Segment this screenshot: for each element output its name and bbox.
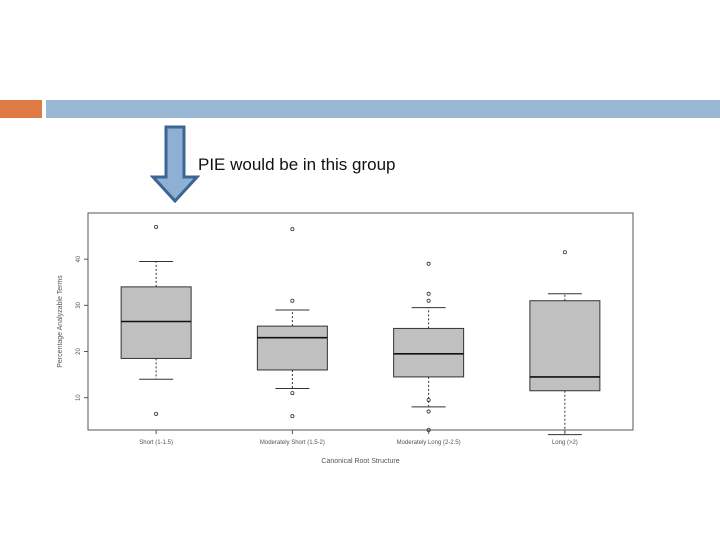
outlier-point bbox=[426, 397, 431, 402]
boxplot-series bbox=[120, 224, 601, 436]
x-axis: Short (1-1.5) Moderately Short (1.5-2) Mod… bbox=[139, 430, 578, 446]
x-tick-label: Moderately Short (1.5-2) bbox=[260, 440, 325, 446]
outlier-point bbox=[426, 298, 431, 303]
accent-bar-orange bbox=[0, 100, 42, 118]
box bbox=[120, 286, 192, 359]
plot-frame bbox=[87, 212, 634, 431]
box bbox=[529, 300, 601, 392]
y-tick-label: 30 bbox=[76, 301, 82, 308]
y-axis-label: Percentage Analyzable Terms bbox=[57, 275, 64, 368]
outlier-point bbox=[426, 261, 431, 266]
outlier-point bbox=[562, 250, 567, 255]
box bbox=[256, 325, 328, 371]
down-arrow-icon bbox=[150, 125, 200, 203]
outlier-point bbox=[154, 411, 159, 416]
y-tick-label: 10 bbox=[76, 394, 82, 401]
x-axis-label: Canonical Root Structure bbox=[321, 458, 399, 465]
x-tick-label: Moderately Long (2-2.5) bbox=[397, 440, 461, 446]
outlier-point bbox=[290, 391, 295, 396]
boxplot-chart: 10 20 30 40 Short (1-1.5) Moderately Short (… bbox=[57, 212, 634, 465]
accent-bar-blue bbox=[46, 100, 720, 118]
outlier-point bbox=[426, 409, 431, 414]
outlier-point bbox=[290, 227, 295, 232]
y-tick-label: 20 bbox=[76, 348, 82, 355]
outlier-point bbox=[290, 414, 295, 419]
x-tick-label: Long (>2) bbox=[552, 440, 578, 446]
outlier-point bbox=[426, 291, 431, 296]
y-tick-label: 40 bbox=[76, 255, 82, 262]
annotation-caption: PIE would be in this group bbox=[198, 155, 396, 174]
outlier-point bbox=[290, 298, 295, 303]
box bbox=[393, 327, 465, 378]
x-tick-label: Short (1-1.5) bbox=[139, 440, 173, 446]
y-axis: 10 20 30 40 bbox=[76, 255, 88, 401]
outlier-point bbox=[154, 224, 159, 229]
